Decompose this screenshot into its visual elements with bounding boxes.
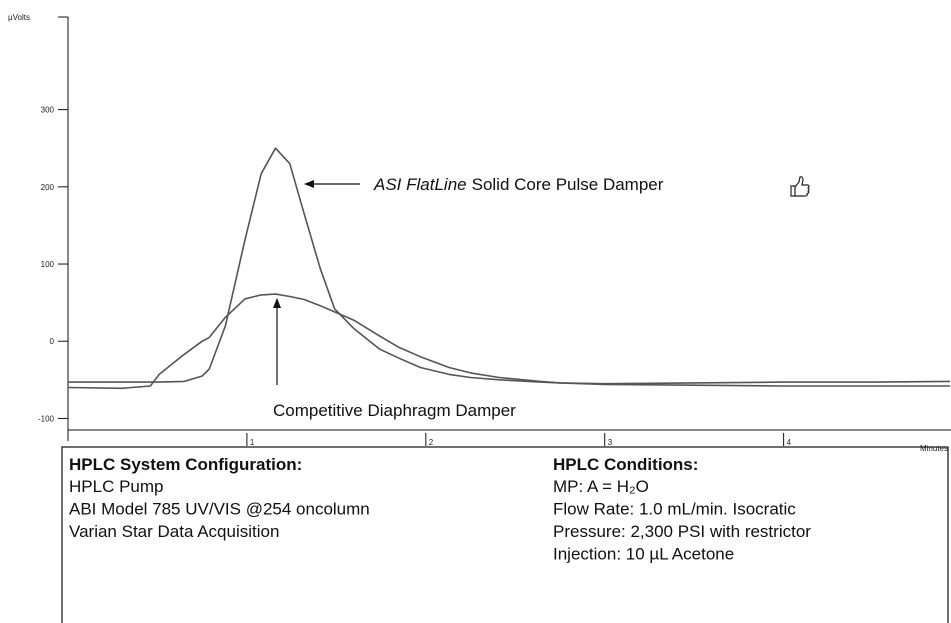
x-tick-label: 2 bbox=[429, 438, 434, 447]
box-line: Injection: 10 µL Acetone bbox=[553, 545, 734, 564]
box-line: Varian Star Data Acquisition bbox=[69, 522, 279, 541]
plot-area bbox=[58, 16, 951, 446]
y-tick-label: 300 bbox=[41, 106, 55, 115]
y-tick-label: 200 bbox=[41, 183, 55, 192]
annotation: ASI FlatLine Solid Core Pulse Damper bbox=[373, 175, 664, 194]
x-axis-label: Minutes bbox=[920, 444, 948, 453]
info-box bbox=[61, 446, 949, 623]
y-axis-label: µVolts bbox=[8, 13, 30, 22]
box-line: HPLC Pump bbox=[69, 477, 163, 496]
x-tick-label: 4 bbox=[787, 438, 792, 447]
box-line: ABI Model 785 UV/VIS @254 oncolumn bbox=[69, 500, 370, 519]
series-line bbox=[67, 293, 950, 390]
info-box-text: HPLC System Configuration: HPLC Pump ABI M… bbox=[69, 455, 811, 564]
x-tick-label: 3 bbox=[608, 438, 613, 447]
y-tick-label: 100 bbox=[41, 260, 55, 269]
y-tick-label: 0 bbox=[50, 337, 55, 346]
box-line: MP: A = H₂O bbox=[553, 477, 649, 496]
annotation: Competitive Diaphragm Damper bbox=[273, 401, 516, 420]
annotation-text: Solid Core Pulse Damper bbox=[472, 175, 664, 194]
thumbs-up-icon bbox=[790, 176, 810, 197]
box-title: HPLC Conditions: bbox=[553, 455, 698, 474]
x-tick-label: 1 bbox=[250, 438, 255, 447]
box-line: Pressure: 2,300 PSI with restrictor bbox=[553, 522, 811, 541]
box-line: Flow Rate: 1.0 mL/min. Isocratic bbox=[553, 500, 796, 519]
annotation-italic: ASI FlatLine bbox=[373, 175, 467, 194]
y-tick-label: -100 bbox=[38, 414, 55, 423]
box-title: HPLC System Configuration: bbox=[69, 455, 302, 474]
